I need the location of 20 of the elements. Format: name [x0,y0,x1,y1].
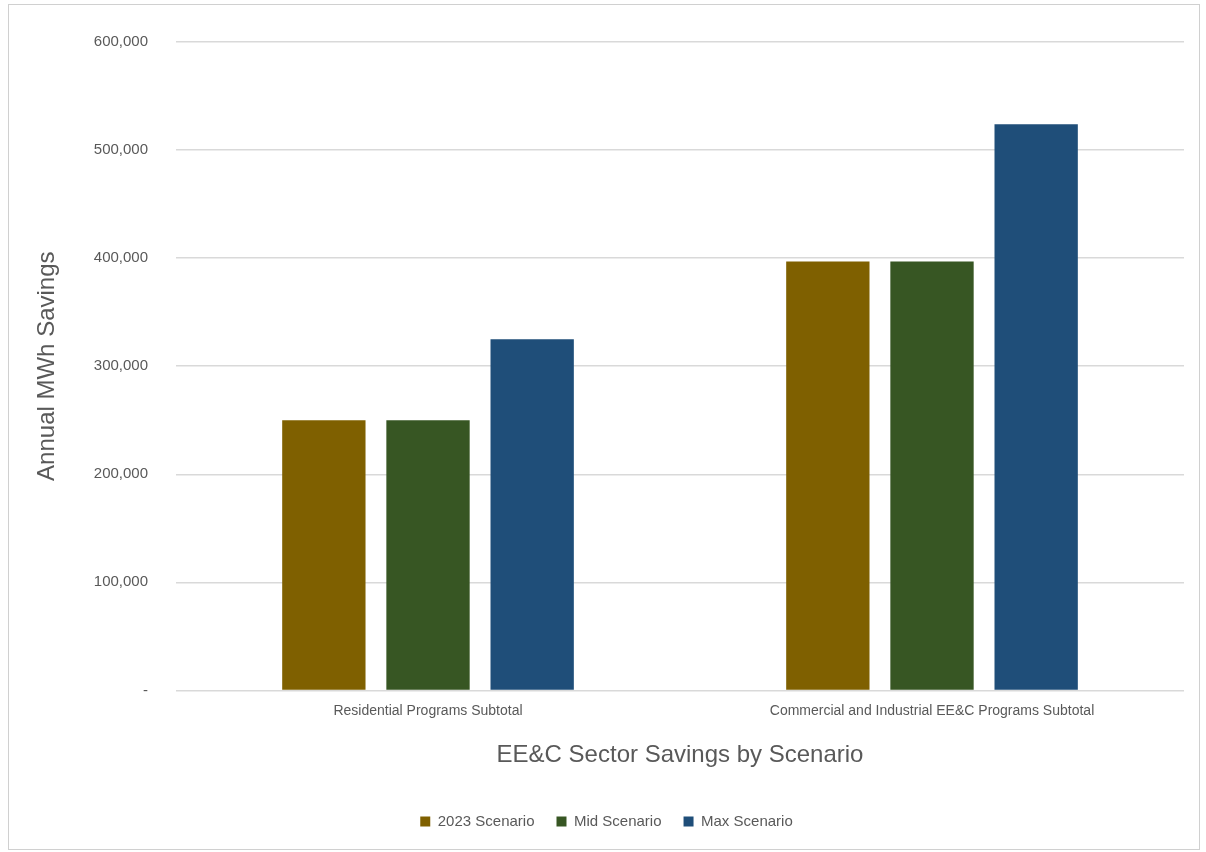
y-tick-label: - [143,680,149,698]
legend-label: Max Scenario [701,811,793,829]
y-tick-label: 100,000 [93,572,149,590]
y-axis-title: Annual MWh Savings [32,251,60,481]
legend-label: 2023 Scenario [437,811,535,829]
x-axis-title: EE&C Sector Savings by Scenario [496,740,864,768]
bar [490,339,574,690]
x-tick-label: Residential Programs Subtotal [333,701,523,718]
bar [786,261,870,690]
bar [282,420,366,690]
x-tick-label: Commercial and Industrial EE&C Programs Subtotal [769,701,1095,718]
y-tick-label: 200,000 [93,464,149,482]
bar [994,124,1078,690]
legend-label: Mid Scenario [574,811,662,829]
y-tick-label: 300,000 [93,356,149,374]
bar [386,420,470,690]
y-tick-label: 600,000 [93,32,149,50]
y-tick-label: 500,000 [93,140,149,158]
y-tick-label: 400,000 [93,248,149,266]
bar [890,261,974,690]
